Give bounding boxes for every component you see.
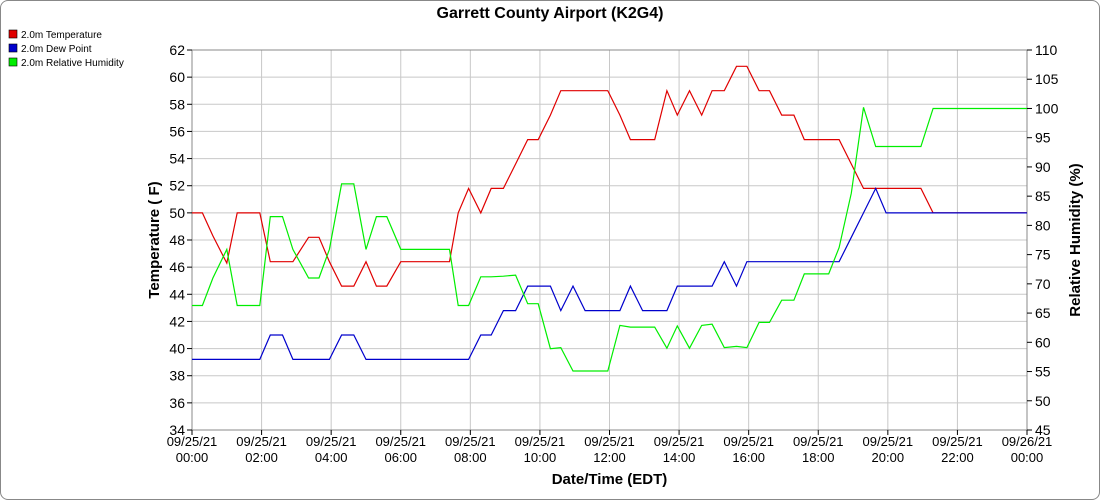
legend-label: 2.0m Dew Point (21, 44, 92, 55)
tick-label-left: 50 (169, 205, 185, 221)
tick-label-left: 56 (169, 123, 185, 139)
tick-label-left: 48 (169, 232, 185, 248)
tick-label-right: 90 (1035, 159, 1051, 175)
tick-label-x-time: 00:00 (1011, 450, 1044, 465)
tick-label-x-date: 09/25/21 (375, 434, 426, 449)
tick-label-left: 36 (169, 395, 185, 411)
tick-label-x-time: 02:00 (245, 450, 278, 465)
tick-label-left: 38 (169, 368, 185, 384)
tick-label-left: 46 (169, 259, 185, 275)
tick-label-right: 75 (1035, 247, 1051, 263)
tick-label-right: 50 (1035, 393, 1051, 409)
tick-label-x-date: 09/25/21 (584, 434, 635, 449)
tick-label-right: 70 (1035, 276, 1051, 292)
tick-label-left: 58 (169, 96, 185, 112)
tick-label-left: 42 (169, 313, 185, 329)
x-axis-ticks: 09/25/2100:0009/25/2102:0009/25/2104:000… (167, 430, 1053, 465)
left-axis-ticks: 34 36 38 40 42 44 46 48 50 52 54 56 58 60 62 (169, 42, 192, 438)
tick-label-right: 55 (1035, 364, 1051, 380)
tick-label-x-time: 22:00 (941, 450, 974, 465)
tick-label-right: 45 (1035, 422, 1051, 438)
series-line-1 (192, 65, 1027, 287)
legend-swatch (8, 29, 18, 39)
tick-label-x-date: 09/25/21 (863, 434, 914, 449)
tick-label-x-time: 08:00 (454, 450, 487, 465)
legend-label: 2.0m Relative Humidity (21, 58, 124, 69)
tick-label-x-date: 09/25/21 (654, 434, 705, 449)
tick-label-x-time: 10:00 (524, 450, 557, 465)
tick-label-x-time: 04:00 (315, 450, 348, 465)
tick-label-right: 100 (1035, 100, 1059, 116)
left-axis-title: Temperature ( F) (146, 181, 163, 298)
grid (191, 49, 1028, 431)
tick-label-right: 60 (1035, 334, 1051, 350)
series-lines (192, 65, 1027, 372)
tick-label-left: 52 (169, 178, 185, 194)
tick-label-left: 62 (169, 42, 185, 58)
tick-label-x-date: 09/25/21 (793, 434, 844, 449)
right-axis-ticks: 45 50 55 60 65 70 75 80 85 90 95 100 105 110 (1027, 42, 1059, 438)
tick-label-x-time: 00:00 (176, 450, 209, 465)
right-axis-title: Relative Humidity (%) (1067, 163, 1084, 316)
tick-label-x-date: 09/25/21 (515, 434, 566, 449)
legend: 2.0m Temperature 2.0m Dew Point 2.0m Relat… (8, 29, 124, 69)
tick-label-left: 44 (169, 286, 185, 302)
x-axis-title: Date/Time (EDT) (552, 471, 668, 488)
tick-label-right: 105 (1035, 71, 1059, 87)
tick-label-x-time: 18:00 (802, 450, 835, 465)
tick-label-x-date: 09/25/21 (445, 434, 496, 449)
tick-label-x-date: 09/25/21 (723, 434, 774, 449)
legend-swatch (8, 43, 18, 53)
tick-label-x-date: 09/25/21 (932, 434, 983, 449)
legend-label: 2.0m Temperature (21, 30, 102, 41)
tick-label-x-date: 09/25/21 (167, 434, 218, 449)
tick-label-x-time: 14:00 (663, 450, 696, 465)
tick-label-right: 110 (1035, 42, 1058, 58)
legend-swatch (8, 57, 18, 67)
tick-label-right: 80 (1035, 217, 1051, 233)
tick-label-left: 54 (169, 151, 185, 167)
tick-label-right: 85 (1035, 188, 1051, 204)
tick-label-x-date: 09/26/21 (1002, 434, 1053, 449)
series-line-2 (192, 186, 1027, 360)
tick-label-x-date: 09/25/21 (306, 434, 357, 449)
tick-label-left: 40 (169, 341, 185, 357)
tick-label-left: 34 (169, 422, 185, 438)
chart-title: Garrett County Airport (K2G4) (437, 5, 664, 22)
tick-label-left: 60 (169, 69, 185, 85)
tick-label-x-time: 20:00 (872, 450, 905, 465)
tick-label-right: 95 (1035, 130, 1051, 146)
tick-label-x-time: 12:00 (593, 450, 626, 465)
tick-label-x-time: 06:00 (384, 450, 417, 465)
tick-label-x-time: 16:00 (732, 450, 765, 465)
tick-label-right: 65 (1035, 305, 1051, 321)
tick-label-x-date: 09/25/21 (236, 434, 287, 449)
series-line-3 (192, 107, 1027, 372)
